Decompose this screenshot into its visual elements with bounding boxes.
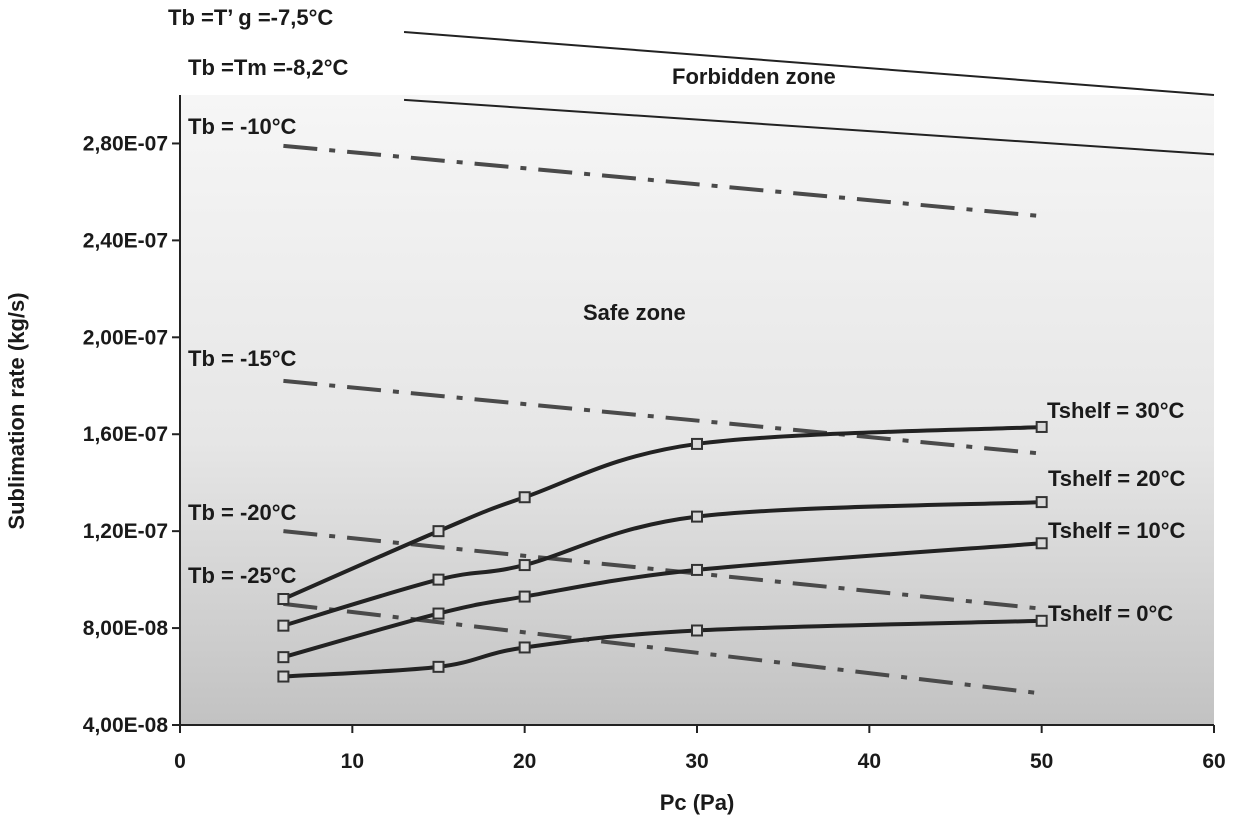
x-tick-label: 40 [858,750,881,773]
y-tick-label: 1,20E-07 [83,520,168,543]
series-lines [277,420,1048,683]
y-tick-label: 2,40E-07 [83,229,168,252]
limit-line-0 [403,31,1215,96]
series-point [432,607,445,620]
y-ticks: 4,00E-08 8,00E-08 1,20E-07 1,60E-07 2,00E-07… [83,132,180,737]
series-point [691,510,703,523]
series-label-tshelf-10: Tshelf = 10°C [1048,518,1185,543]
x-tick-label: 50 [1030,750,1053,773]
forbidden-zone-label: Forbidden zone [672,64,836,89]
series-point [518,559,531,572]
limit-label-tm: Tb =Tm =-8,2°C [188,55,349,80]
series-point [1035,537,1048,550]
series-point [277,619,290,632]
y-tick-label: 4,00E-08 [83,714,169,737]
tb-label-minus20: Tb = -20°C [188,500,297,525]
limit-label-tg: Tb =T’ g =-7,5°C [168,5,333,30]
tb-label-minus25: Tb = -25°C [188,563,297,588]
safe-zone-label: Safe zone [583,300,686,325]
series-label-tshelf-20: Tshelf = 20°C [1048,466,1185,491]
series-point [691,624,703,637]
tb-label-minus10: Tb = -10°C [188,114,297,139]
series-point [1035,614,1048,627]
series-label-tshelf-30: Tshelf = 30°C [1047,398,1184,423]
x-tick-label: 30 [685,750,708,773]
limit-lines [403,31,1215,156]
series-point [277,670,290,683]
y-tick-label: 1,60E-07 [83,423,168,446]
series-point [432,525,445,538]
series-line-0 [282,424,1042,601]
y-tick-label: 2,80E-07 [83,132,168,155]
y-tick-label: 2,00E-07 [83,326,168,349]
y-tick-label: 8,00E-08 [83,617,169,640]
x-tick-label: 10 [341,750,364,773]
series-point [277,593,290,605]
x-tick-label: 60 [1202,750,1225,773]
series-line-1 [282,500,1042,628]
x-ticks: 0 10 20 30 40 50 60 [174,725,1226,773]
y-axis-label: Sublimation rate (kg/s) [4,292,29,529]
series-line-3 [283,618,1042,679]
series-point [691,563,703,576]
series-point [1035,420,1048,433]
series-point [518,491,531,504]
series-point [1035,496,1048,509]
limit-line-1 [403,98,1215,156]
series-point [518,641,531,654]
x-tick-label: 0 [174,750,186,773]
series-point [518,590,531,603]
x-tick-label: 20 [513,750,536,773]
series-line-2 [282,541,1042,660]
series-point [432,573,445,586]
x-axis-label: Pc (Pa) [660,790,735,815]
series-point [432,660,445,673]
tb-label-minus15: Tb = -15°C [188,346,297,371]
series-point [691,437,703,450]
series-label-tshelf-0: Tshelf = 0°C [1048,601,1173,626]
series-point [277,651,290,664]
